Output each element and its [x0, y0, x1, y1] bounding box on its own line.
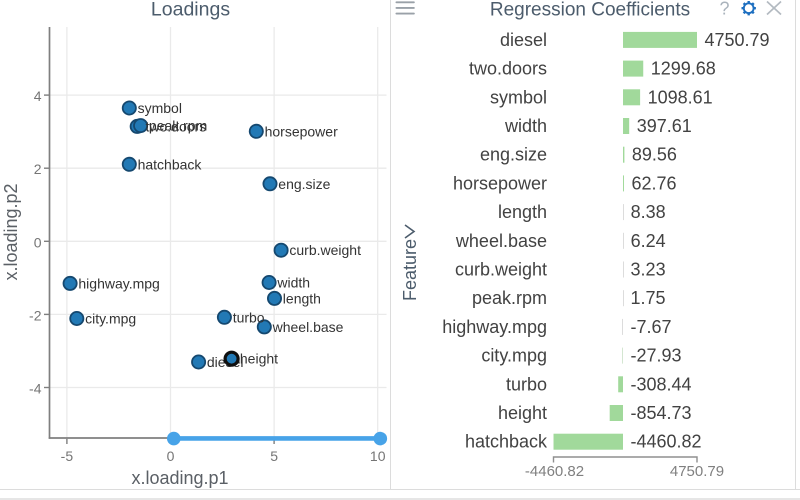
svg-text:1299.68: 1299.68: [651, 59, 716, 79]
svg-text:eng.size: eng.size: [278, 176, 330, 192]
svg-text:horsepower: horsepower: [453, 173, 547, 193]
svg-text:-7.67: -7.67: [631, 317, 672, 337]
svg-text:turbo: turbo: [233, 309, 265, 325]
svg-text:highway.mpg: highway.mpg: [442, 317, 547, 337]
svg-text:1.75: 1.75: [631, 288, 666, 308]
svg-text:two.doors: two.doors: [146, 118, 207, 134]
svg-text:0: 0: [167, 448, 175, 464]
svg-text:horsepower: horsepower: [265, 123, 338, 139]
svg-text:10: 10: [370, 448, 386, 464]
svg-text:hatchback: hatchback: [465, 432, 548, 452]
svg-text:397.61: 397.61: [637, 116, 692, 136]
svg-text:6.24: 6.24: [631, 231, 666, 251]
svg-text:highway.mpg: highway.mpg: [78, 275, 159, 291]
svg-text:-27.93: -27.93: [631, 346, 682, 366]
svg-text:length: length: [498, 202, 547, 222]
svg-text:eng.size: eng.size: [480, 145, 547, 165]
svg-text:turbo: turbo: [506, 374, 547, 394]
svg-text:1098.61: 1098.61: [648, 87, 713, 107]
svg-text:Loadings: Loadings: [151, 0, 230, 21]
svg-text:-5: -5: [61, 448, 74, 464]
svg-text:3.23: 3.23: [631, 260, 666, 280]
svg-text:symbol: symbol: [138, 100, 182, 116]
svg-text:peak.rpm: peak.rpm: [472, 288, 547, 308]
svg-text:5: 5: [270, 448, 278, 464]
svg-text:Regression Coefficients: Regression Coefficients: [490, 0, 690, 21]
svg-text:width: width: [276, 275, 310, 291]
svg-text:-4: -4: [29, 381, 42, 397]
svg-text:-4460.82: -4460.82: [631, 432, 702, 452]
svg-text:-4460.82: -4460.82: [525, 463, 584, 480]
svg-text:?: ?: [719, 0, 729, 19]
svg-text:height: height: [240, 351, 278, 367]
svg-text:peak.rpm: peak.rpm: [149, 118, 207, 134]
svg-text:4750.79: 4750.79: [670, 463, 724, 480]
svg-text:hatchback: hatchback: [138, 156, 203, 172]
svg-text:4: 4: [34, 88, 42, 104]
svg-text:city.mpg: city.mpg: [481, 346, 547, 366]
svg-text:0: 0: [34, 234, 42, 250]
svg-text:symbol: symbol: [490, 87, 547, 107]
svg-text:height: height: [498, 403, 547, 423]
svg-text:-308.44: -308.44: [631, 374, 692, 394]
svg-text:two.doors: two.doors: [469, 59, 547, 79]
svg-text:62.76: 62.76: [631, 173, 676, 193]
svg-text:curb.weight: curb.weight: [289, 242, 361, 258]
svg-text:wheel.base: wheel.base: [272, 319, 344, 335]
svg-text:-2: -2: [29, 307, 42, 323]
svg-text:wheel.base: wheel.base: [455, 231, 547, 251]
svg-text:Feature: Feature: [400, 239, 420, 301]
svg-text:2: 2: [34, 161, 42, 177]
svg-text:city.mpg: city.mpg: [85, 311, 136, 327]
svg-text:width: width: [504, 116, 547, 136]
svg-text:-854.73: -854.73: [631, 403, 692, 423]
svg-text:89.56: 89.56: [632, 145, 677, 165]
svg-text:length: length: [283, 290, 321, 306]
svg-text:4750.79: 4750.79: [705, 30, 770, 50]
svg-text:curb.weight: curb.weight: [455, 260, 547, 280]
svg-text:x.loading.p2: x.loading.p2: [1, 183, 21, 280]
svg-text:x.loading.p1: x.loading.p1: [131, 468, 228, 488]
svg-text:8.38: 8.38: [631, 202, 666, 222]
svg-text:diesel: diesel: [500, 30, 547, 50]
